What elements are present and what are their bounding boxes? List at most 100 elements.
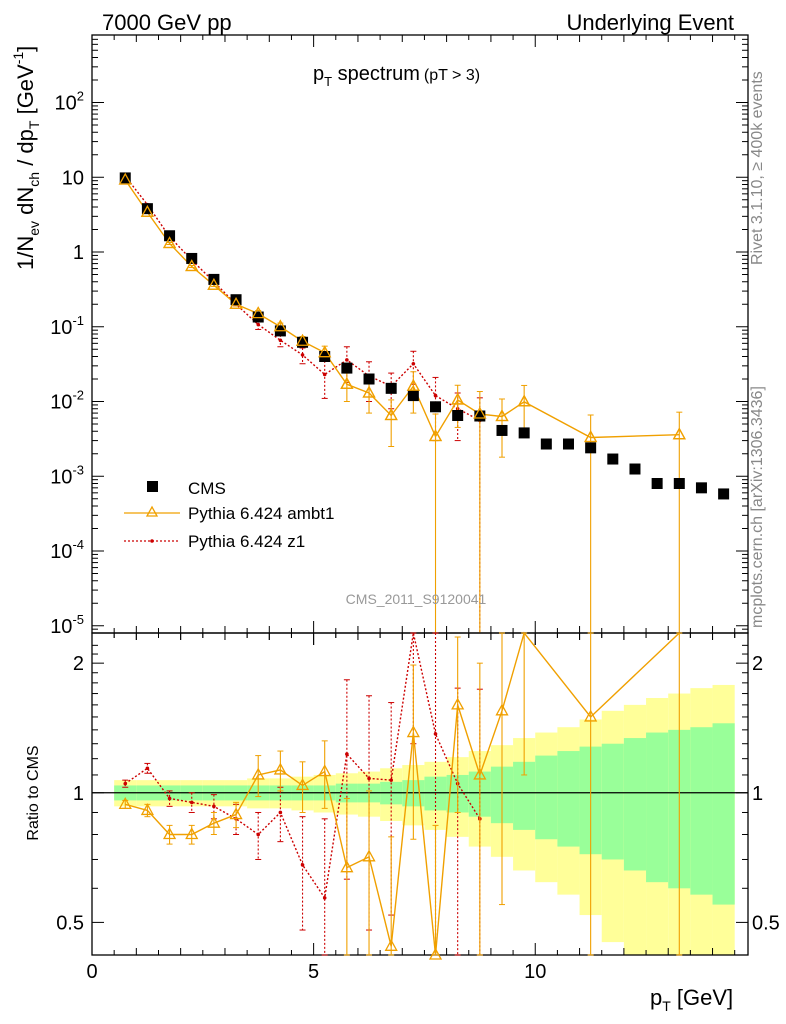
ratio-z1-point: [345, 752, 349, 756]
ratio-tick-label: 0.5: [56, 912, 84, 934]
ambt1-point-overlay: [362, 385, 376, 398]
ambt1-point-overlay: [140, 204, 155, 217]
cms-point: [119, 172, 131, 184]
ratio-ambt1-point: [495, 703, 509, 716]
ratio-ambt1-point: [207, 815, 221, 828]
legend-label-z1: Pythia 6.424 z1: [188, 532, 305, 551]
ratio-y-axis: 0.5 0.5 1 1 2 2: [56, 644, 780, 934]
ratio-z1-point: [389, 778, 393, 782]
legend-marker-ambt1: [145, 505, 159, 517]
y-axis-label: 1/Nev dNch / dpT [GeV-1]: [10, 46, 42, 270]
cms-point: [230, 294, 242, 306]
ambt1-point-overlay: [118, 172, 132, 185]
main-y-axis: 10-5 10-4 10-3 10-2 10-1 1 10 102: [50, 34, 748, 638]
ratio-z1-point: [367, 776, 371, 781]
ratio-ambt1-point: [295, 778, 310, 791]
y-tick-label: 102: [55, 89, 84, 115]
ratio-ambt1-point: [362, 849, 376, 862]
ratio-panel: 0.5 0.5 1 1 2 2: [56, 631, 780, 960]
ratio-ambt1-line: [125, 631, 680, 956]
plot-title-sub: T: [324, 74, 332, 89]
ratio-tick-label-right: 0.5: [752, 912, 780, 934]
legend-marker-z1: [150, 539, 154, 543]
x-tick-label: 10: [524, 961, 546, 983]
ratio-ambt1-point: [318, 764, 332, 777]
band-inner-bin: [535, 755, 558, 840]
z1-point: [322, 372, 327, 377]
cms-point: [562, 438, 574, 450]
cms-point: [141, 203, 153, 215]
ratio-z1-point: [145, 766, 150, 771]
plot-title-cut: (pT > 3): [424, 67, 480, 84]
z1-point: [256, 322, 261, 327]
ratio-ambt1-series: [118, 631, 683, 960]
ambt1-line: [124, 179, 680, 439]
ratio-ambt1-point: [428, 947, 443, 960]
legend-marker-cms: [147, 481, 158, 492]
ratio-ambt1-point: [185, 827, 199, 840]
ratio-ambt1-point: [118, 796, 132, 809]
band-inner-bin: [712, 723, 735, 905]
ratio-ambt1-point: [384, 938, 398, 951]
ambt1-point-overlay: [584, 430, 598, 443]
cms-point: [673, 478, 685, 489]
legend-label-ambt1: Pythia 6.424 ambt1: [188, 504, 334, 523]
ratio-z1-line: [124, 632, 481, 900]
cms-point: [540, 438, 552, 450]
x-axis-label: pT [GeV]: [650, 985, 733, 1014]
z1-point: [345, 358, 349, 362]
cms-point: [341, 362, 353, 374]
y-tick-label: 10-2: [50, 388, 84, 414]
z1-point: [433, 393, 438, 398]
ambt1-point-overlay: [495, 409, 509, 422]
y-tick-label: 10-1: [50, 313, 84, 339]
cms-point: [629, 463, 641, 475]
cms-point: [164, 230, 176, 242]
z1-point: [300, 353, 305, 357]
header-right: Underlying Event: [566, 10, 734, 35]
cms-point: [430, 401, 442, 413]
ambt1-point-overlay: [185, 259, 199, 272]
ratio-z1-point: [300, 863, 305, 867]
ambt1-overlay: [118, 172, 686, 443]
ratio-z1-point: [212, 804, 216, 809]
rivet-label: Rivet 3.1.10, ≥ 400k events: [749, 71, 766, 265]
plot-title-main: p: [313, 63, 324, 85]
y-tick-label: 10-5: [50, 612, 84, 638]
ambt1-point-overlay: [207, 277, 221, 290]
cms-point: [518, 427, 530, 439]
ratio-ambt1-point: [406, 725, 420, 738]
ratio-ambt1-point: [584, 709, 598, 722]
ambt1-point-overlay: [406, 378, 420, 391]
ratio-ambt1-point: [473, 767, 487, 780]
band-inner-bin: [690, 727, 713, 895]
ambt1-point-overlay: [162, 236, 177, 249]
z1-line: [124, 175, 481, 421]
cms-point: [474, 410, 486, 422]
cms-point: [186, 252, 198, 264]
z1-series: [122, 174, 483, 634]
watermark: CMS_2011_S9120041: [346, 591, 487, 607]
cms-point: [363, 373, 375, 385]
ambt1-point-overlay: [428, 429, 443, 442]
ratio-ambt1-point: [162, 827, 177, 840]
ambt1-point-overlay: [517, 394, 531, 407]
ratio-frame: [91, 632, 749, 956]
ambt1-point-overlay: [473, 406, 487, 419]
cms-point: [496, 424, 508, 436]
cms-point: [407, 390, 419, 402]
cms-series: [119, 172, 730, 500]
y-tick-label: 10-4: [50, 537, 84, 563]
mcplots-label: mcplots.cern.ch [arXiv:1306.3436]: [749, 386, 766, 628]
z1-point: [278, 338, 283, 343]
y-tick-label: 10: [62, 167, 84, 189]
x-axis: 0 5 10: [86, 35, 736, 983]
ambt1-point-overlay: [273, 319, 287, 332]
ratio-tick-label: 2: [73, 653, 84, 675]
ratio-z1-point: [322, 896, 327, 900]
ambt1-point-overlay: [295, 333, 310, 346]
plot-title-rest: spectrum: [332, 63, 420, 85]
ratio-ambt1-point: [140, 803, 155, 816]
ratio-z1-point: [433, 732, 438, 736]
